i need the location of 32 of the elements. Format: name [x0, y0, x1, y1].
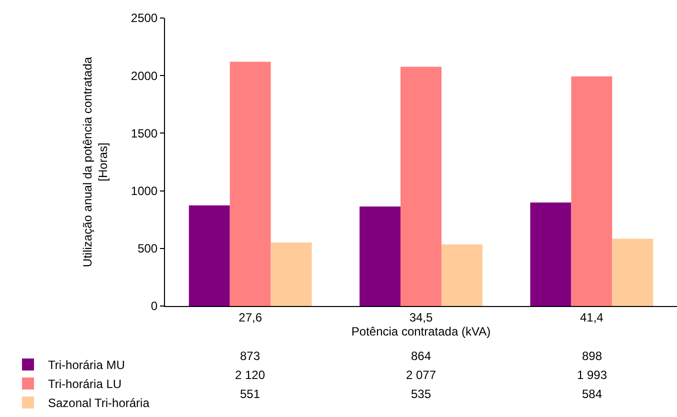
data-label: 864: [411, 349, 432, 363]
y-tick-label: 1500: [130, 126, 158, 140]
x-axis-title: Potência contratada (kVA): [351, 324, 491, 338]
data-label: 535: [411, 387, 432, 401]
data-label: 2 120: [235, 368, 266, 382]
x-tick-label: 34,5: [409, 310, 433, 324]
data-label: 2 077: [406, 368, 436, 382]
y-axis-title: Utilização anual da potência contratada [Horas]: [80, 56, 110, 268]
bar: [571, 76, 612, 306]
data-label: 898: [582, 349, 602, 363]
y-tick-label: 500: [138, 242, 158, 256]
y-tick-label: 2500: [130, 11, 158, 26]
data-label: 1 993: [577, 368, 608, 382]
bar: [441, 244, 482, 306]
bar: [612, 238, 654, 306]
data-label: 551: [240, 387, 260, 401]
bar: [530, 202, 572, 306]
y-tick-label: 1000: [130, 184, 158, 198]
legend-label: Tri-horária LU: [48, 377, 122, 392]
y-tick-label: 0: [150, 299, 158, 314]
data-label: 584: [582, 387, 602, 401]
bar: [270, 242, 312, 306]
data-label: 873: [240, 349, 260, 363]
x-tick-label: 27,6: [238, 310, 262, 324]
x-tick-label: 41,4: [580, 310, 604, 324]
bar: [230, 62, 271, 306]
legend-label: Tri-horária MU: [48, 358, 125, 372]
bar: [188, 205, 230, 306]
y-tick-label: 2000: [130, 68, 158, 83]
legend-label: Sazonal Tri-horária: [48, 396, 150, 410]
bar: [400, 66, 442, 306]
bar: [360, 206, 401, 306]
